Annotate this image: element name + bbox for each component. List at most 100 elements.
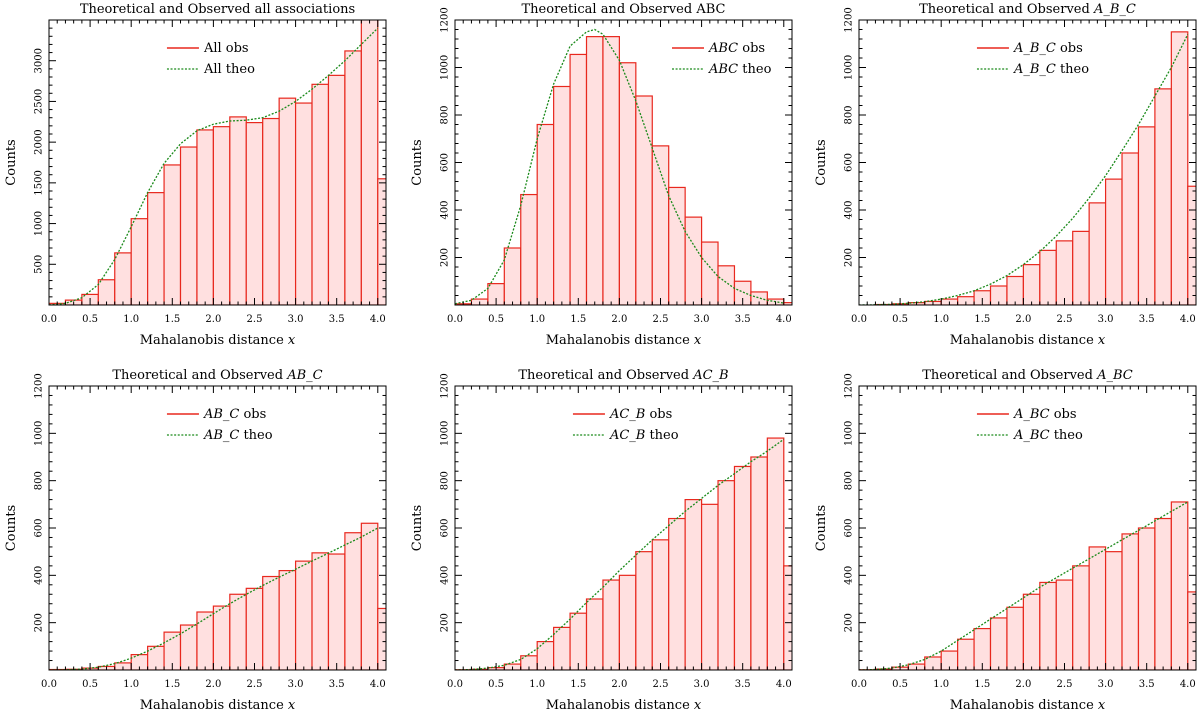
histogram-bar	[196, 129, 214, 305]
y-tick-label: 400	[440, 200, 451, 219]
x-axis-label: Mahalanobis distance x	[950, 333, 1106, 348]
histogram-bar	[1121, 152, 1140, 305]
y-tick-label: 600	[440, 153, 451, 172]
histogram-bar	[585, 36, 604, 305]
chart-panel-1: 0.0 0.5 1.0 1.5 2.0 2.5 3.0 3.5 4.0 500 1000 1500 20…	[4, 2, 387, 348]
legend-obs-label: ABC obs	[708, 41, 765, 56]
x-tick-label: 3.5	[735, 679, 751, 690]
histogram-bar	[229, 593, 247, 670]
x-tick-label: 1.5	[570, 679, 586, 690]
legend-theo-name: A_BC	[1013, 428, 1050, 443]
histogram-bar	[278, 97, 297, 305]
x-axis-label-text: Mahalanobis distance	[140, 333, 288, 348]
histogram-bar	[147, 192, 165, 305]
legend-obs-name: A_BC	[1013, 407, 1050, 422]
chart-title-subject: AB_C	[286, 368, 322, 383]
x-axis-label: Mahalanobis distance x	[546, 698, 702, 711]
histogram-bar	[360, 522, 379, 670]
x-tick-label: 2.5	[247, 314, 263, 325]
histogram-bar	[1154, 517, 1172, 670]
legend-obs-name: All	[203, 41, 222, 56]
histogram-bar	[717, 265, 736, 305]
x-tick-label: 1.5	[974, 314, 990, 325]
x-tick-label: 0.0	[447, 314, 463, 325]
x-tick-label: 4.0	[776, 314, 792, 325]
x-axis-variable: x	[288, 698, 296, 711]
legend-theo-label: A_B_C theo	[1013, 62, 1089, 77]
y-tick-label: 200	[440, 613, 451, 632]
plot-area	[49, 20, 386, 305]
legend-obs-suffix: obs	[222, 41, 249, 56]
chart-panel-6: 0.0 0.5 1.0 1.5 2.0 2.5 3.0 3.5 4.0 200 400 600 800 1…	[814, 368, 1197, 711]
histogram-bar	[163, 164, 182, 305]
legend-theo-label: AB_C theo	[203, 428, 273, 443]
histogram-bar	[1121, 533, 1140, 670]
histogram-bar	[1088, 202, 1107, 305]
x-axis-label-text: Mahalanobis distance	[140, 698, 288, 711]
histogram-bar	[1137, 126, 1156, 305]
histogram-bar	[1072, 565, 1090, 670]
histogram-bar	[344, 532, 362, 670]
histogram-bar	[569, 612, 588, 670]
legend-obs-label: A_BC obs	[1013, 407, 1077, 422]
x-axis-label-text: Mahalanobis distance	[950, 698, 1098, 711]
y-tick-label: 200	[844, 613, 855, 632]
x-axis-label: Mahalanobis distance x	[140, 698, 296, 711]
x-tick-label: 3.0	[694, 679, 710, 690]
x-axis-label-text: Mahalanobis distance	[546, 698, 694, 711]
theoretical-curve	[859, 34, 1189, 305]
y-tick-label: 200	[844, 248, 855, 267]
histogram-bar	[1055, 240, 1074, 305]
histogram-bar	[1072, 230, 1090, 305]
y-tick-label: 1200	[440, 7, 451, 32]
x-tick-label: 2.5	[1057, 314, 1073, 325]
chart-title-subject: ABC	[695, 2, 725, 17]
y-tick-label: 1000	[34, 211, 45, 236]
histogram-bar	[733, 465, 752, 670]
histogram-bar	[311, 83, 330, 305]
x-tick-label: 1.0	[933, 314, 949, 325]
histogram-bar	[262, 575, 280, 670]
chart-panel-2: 0.0 0.5 1.0 1.5 2.0 2.5 3.0 3.5 4.0 200 400 600 800 1…	[410, 2, 793, 348]
histogram-bar	[957, 638, 975, 670]
y-tick-label: 1200	[844, 373, 855, 398]
histogram-bar	[569, 53, 588, 305]
y-axis-label: Counts	[410, 139, 425, 185]
y-axis-label: Counts	[4, 505, 19, 551]
x-tick-label: 0.5	[82, 314, 98, 325]
x-tick-label: 3.5	[1139, 314, 1155, 325]
axes-frame	[48, 19, 387, 306]
histogram-bar	[114, 252, 132, 305]
chart-title-prefix: Theoretical and Observed	[919, 2, 1094, 17]
chart-title: Theoretical and Observed AB_C	[112, 368, 322, 383]
x-tick-label: 3.0	[1098, 679, 1114, 690]
x-tick-label: 2.0	[611, 679, 627, 690]
legend-obs-name: AC_B	[609, 407, 645, 422]
histogram-bar	[97, 279, 116, 305]
x-tick-label: 2.0	[1015, 679, 1031, 690]
histogram-bar	[750, 456, 768, 670]
histogram-bar	[1104, 551, 1123, 670]
histogram-bar	[278, 569, 297, 670]
histogram-bar	[311, 552, 330, 670]
x-tick-label: 1.0	[529, 679, 545, 690]
x-tick-label: 3.0	[694, 314, 710, 325]
x-tick-label: 0.5	[892, 314, 908, 325]
histogram-bar	[1170, 501, 1189, 670]
theoretical-curve	[455, 28, 784, 305]
y-tick-label: 400	[844, 566, 855, 585]
x-tick-label: 0.0	[41, 679, 57, 690]
legend-obs-label: A_B_C obs	[1013, 41, 1083, 56]
x-axis-label: Mahalanobis distance x	[546, 333, 702, 348]
histogram-bar	[294, 560, 313, 670]
y-axis-label: Counts	[814, 139, 829, 185]
histogram-bar	[1170, 31, 1189, 305]
y-tick-label: 1000	[440, 421, 451, 446]
legend-obs-label: All obs	[203, 41, 249, 56]
histogram-bar	[651, 145, 670, 305]
y-tick-label: 600	[844, 518, 855, 537]
legend-obs-name: AB_C	[203, 407, 239, 422]
x-tick-label: 1.0	[529, 314, 545, 325]
histogram-bar	[360, 20, 379, 305]
histogram-bar	[585, 598, 604, 670]
